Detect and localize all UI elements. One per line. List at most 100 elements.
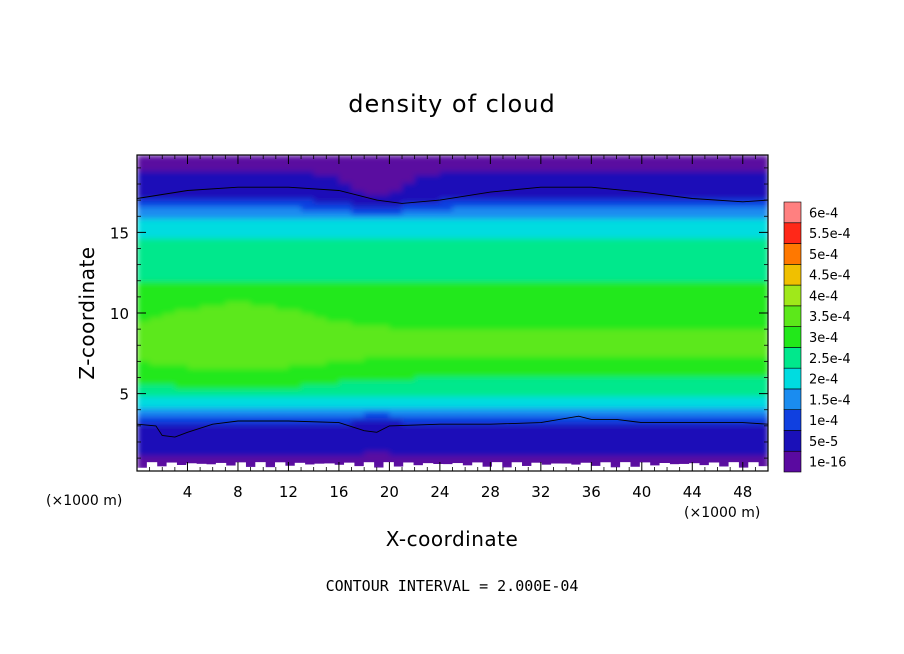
density-cell <box>326 320 340 326</box>
density-cell <box>212 352 226 358</box>
density-cell <box>162 407 176 413</box>
density-cell <box>465 427 479 433</box>
density-cell <box>376 289 390 294</box>
density-cell <box>578 364 592 369</box>
density-cell <box>553 214 567 219</box>
density-cell <box>149 376 163 381</box>
density-cell <box>742 403 756 409</box>
density-cell <box>515 198 529 203</box>
density-cell <box>402 368 416 373</box>
density-cell <box>515 237 529 243</box>
density-cell <box>212 194 226 200</box>
density-cell <box>629 447 643 452</box>
density-cell <box>755 368 768 373</box>
density-cell <box>389 439 403 444</box>
density-cell <box>704 230 719 235</box>
density-cell <box>137 447 151 452</box>
density-cell <box>717 245 731 251</box>
density-cell <box>578 368 592 373</box>
density-cell <box>755 222 768 227</box>
density-cell <box>654 297 668 302</box>
density-cell <box>427 372 441 377</box>
density-cell <box>149 162 163 168</box>
density-cell <box>704 289 719 294</box>
density-cell <box>427 415 441 421</box>
density-cell <box>528 348 542 354</box>
density-cell <box>250 261 264 267</box>
density-cell <box>364 336 378 342</box>
density-cell <box>313 226 327 231</box>
density-cell <box>477 226 491 231</box>
density-cell <box>704 395 719 401</box>
density-cell <box>301 435 315 440</box>
density-cell <box>490 344 504 350</box>
density-cell <box>515 222 529 227</box>
density-cell <box>301 230 315 235</box>
density-cell <box>591 427 605 433</box>
density-cell <box>301 439 315 444</box>
density-cell <box>730 273 744 279</box>
density-cell <box>427 423 441 429</box>
density-cell <box>540 372 555 377</box>
density-cell <box>351 380 365 385</box>
density-cell <box>578 384 592 389</box>
density-cell <box>692 348 706 354</box>
density-cell <box>679 439 693 444</box>
density-cell <box>439 439 454 444</box>
density-cell <box>250 344 264 350</box>
density-cell <box>414 222 428 227</box>
density-cell <box>515 368 529 373</box>
density-cell <box>326 297 340 302</box>
density-cell <box>477 336 491 342</box>
colorbar-swatch <box>783 326 802 348</box>
density-cell <box>275 388 290 393</box>
density-cell <box>553 222 567 227</box>
density-cell <box>591 368 605 373</box>
density-cell <box>174 439 189 444</box>
density-cell <box>187 281 201 286</box>
density-cell <box>389 230 403 235</box>
density-cell <box>326 439 340 444</box>
density-cell <box>364 285 378 290</box>
density-cell <box>338 336 353 342</box>
density-cell <box>591 249 605 255</box>
density-cell <box>502 269 517 275</box>
density-cell <box>200 226 214 231</box>
density-cell <box>490 155 504 160</box>
density-cell <box>490 348 504 354</box>
density-cell <box>465 158 479 164</box>
density-cell <box>603 206 618 211</box>
density-cell <box>515 281 529 286</box>
density-cell <box>338 249 353 255</box>
density-cell <box>275 368 290 373</box>
density-cell <box>679 459 693 464</box>
density-cell <box>730 166 744 172</box>
density-cell <box>326 170 340 176</box>
density-cell <box>578 230 592 235</box>
density-cell <box>351 423 365 429</box>
density-cell <box>704 388 719 393</box>
density-cell <box>629 297 643 302</box>
density-cell <box>603 423 618 429</box>
density-cell <box>402 364 416 369</box>
density-cell <box>402 190 416 196</box>
density-cell <box>704 253 719 259</box>
density-cell <box>414 459 428 464</box>
density-cell <box>301 455 315 460</box>
density-cell <box>704 332 719 338</box>
density-cell <box>427 170 441 176</box>
density-cell <box>704 431 719 437</box>
density-cell <box>502 253 517 259</box>
x-tick-label: 8 <box>233 483 243 501</box>
density-cell <box>654 289 668 294</box>
density-cell <box>717 206 731 211</box>
density-cell <box>755 174 768 180</box>
density-cell <box>578 162 592 168</box>
density-cell <box>225 194 239 200</box>
density-cell <box>149 210 163 215</box>
density-cell <box>301 328 315 334</box>
density-cell <box>692 230 706 235</box>
density-cell <box>553 455 567 460</box>
density-cell <box>452 316 466 322</box>
density-cell <box>326 427 340 433</box>
